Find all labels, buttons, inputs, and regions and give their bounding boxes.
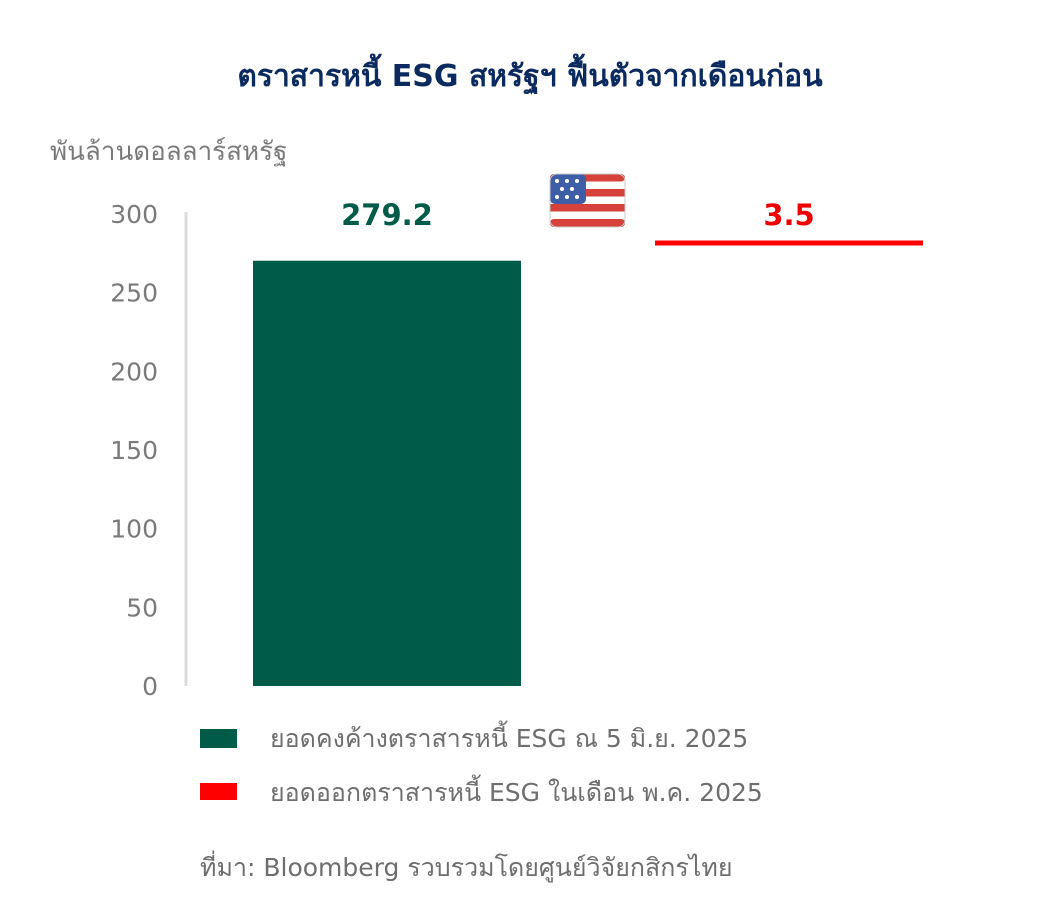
- y-tick-label: 200: [110, 357, 158, 386]
- legend: ยอดคงค้างตราสารหนี้ ESG ณ 5 มิ.ย. 2025 ย…: [200, 720, 763, 807]
- y-tick-label: 0: [142, 672, 158, 701]
- chart-title: ตราสารหนี้ ESG สหรัฐฯ ฟื้นตัวจากเดือนก่อ…: [237, 53, 823, 96]
- legend-label-outstanding: ยอดคงค้างตราสารหนี้ ESG ณ 5 มิ.ย. 2025: [270, 720, 748, 753]
- legend-swatch-issuance: [200, 783, 237, 800]
- legend-label-issuance: ยอดออกตราสารหนี้ ESG ในเดือน พ.ค. 2025: [270, 774, 763, 807]
- legend-swatch-outstanding: [200, 729, 237, 748]
- bar-value-outstanding: 279.2: [341, 198, 433, 232]
- bar-outstanding: [253, 260, 521, 686]
- bars: [253, 240, 923, 686]
- source-note: ที่มา: Bloomberg รวบรวมโดยศูนย์วิจัยกสิก…: [200, 850, 733, 883]
- us-flag-icon: [549, 173, 626, 228]
- y-tick-label: 250: [110, 279, 158, 308]
- bar-value-labels: 279.2 3.5: [341, 198, 815, 232]
- y-axis-label: พันล้านดอลลาร์สหรัฐ: [50, 137, 287, 167]
- bar-issuance: [655, 240, 923, 246]
- y-tick-label: 300: [110, 200, 158, 229]
- y-tick-label: 100: [110, 515, 158, 544]
- y-tick-label: 150: [110, 436, 158, 465]
- bar-value-issuance: 3.5: [763, 198, 814, 232]
- y-axis-ticks: 0 50 100 150 200 250 300: [110, 200, 158, 701]
- y-tick-label: 50: [126, 593, 158, 622]
